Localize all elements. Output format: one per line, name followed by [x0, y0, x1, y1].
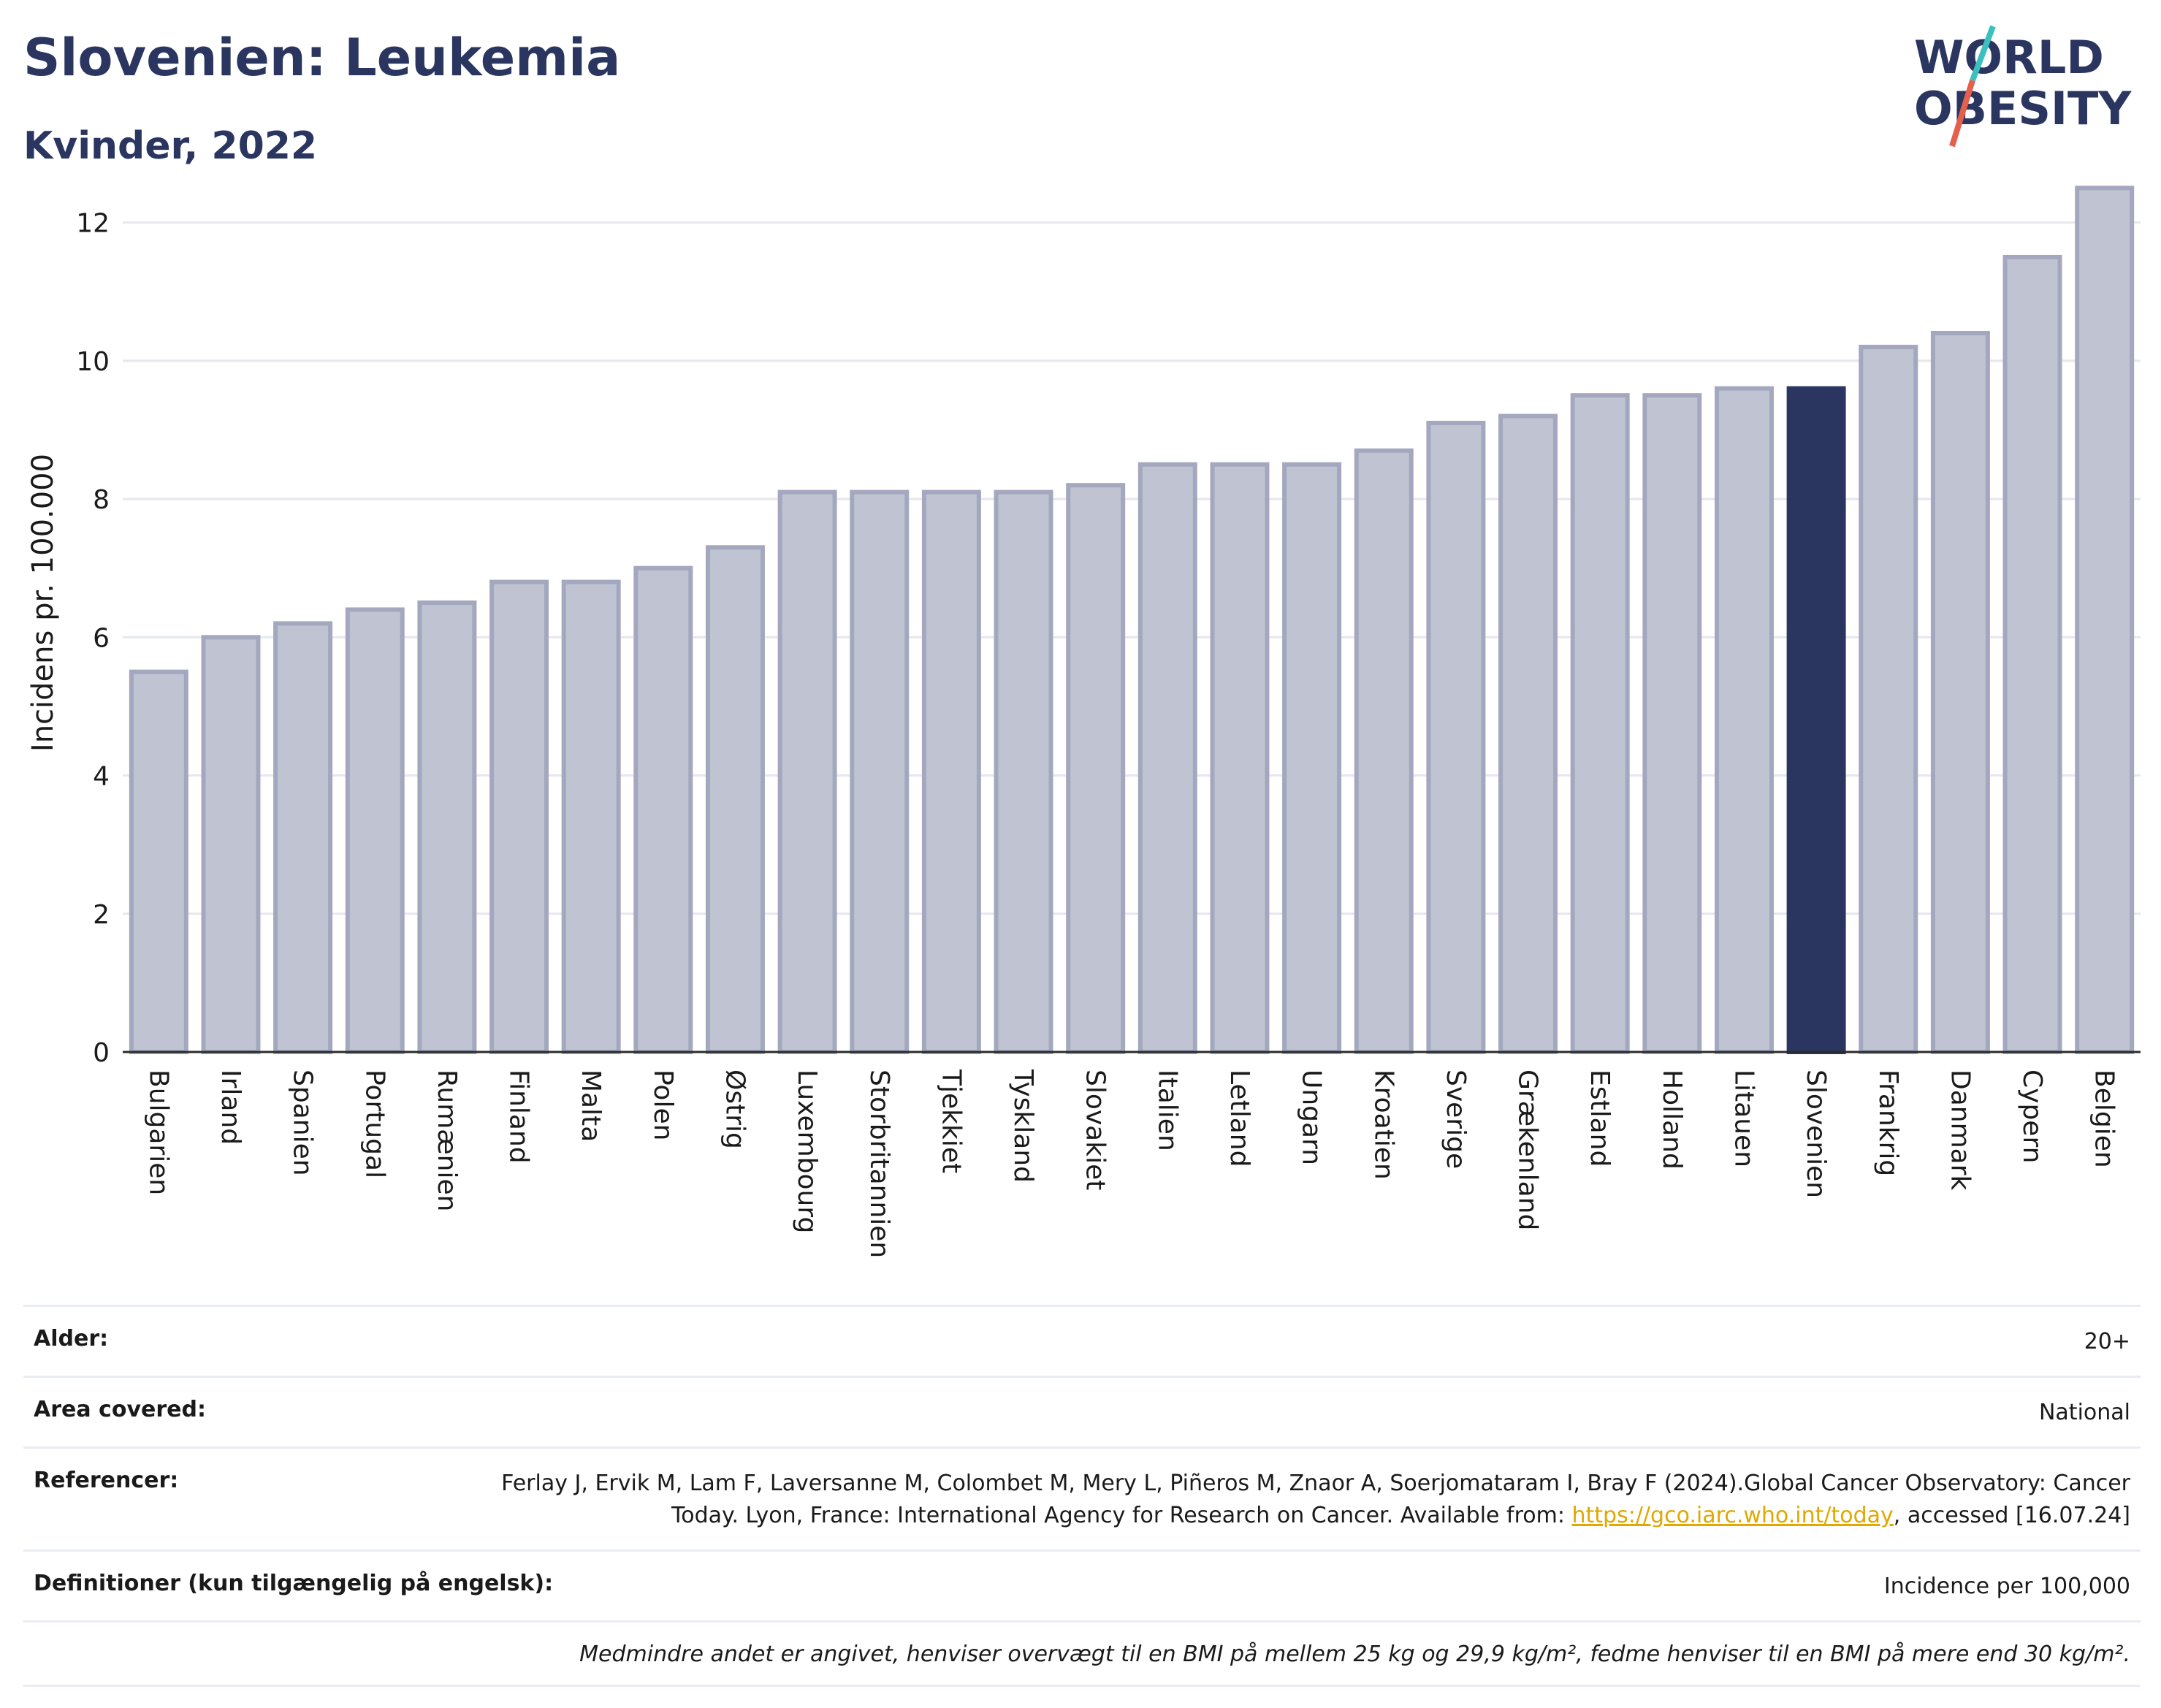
bar-storbritannien: [850, 489, 910, 1054]
references-link[interactable]: https://gco.iarc.who.int/today: [1571, 1503, 1894, 1528]
bar-irland: [201, 635, 261, 1054]
x-tick-label: Slovakiet: [1080, 1070, 1110, 1190]
bar-frankrig: [1859, 344, 1918, 1054]
bar-litauen: [1714, 386, 1774, 1054]
bar-ungarn: [1282, 462, 1342, 1054]
bar-finland: [489, 579, 549, 1054]
bar-holland: [1642, 393, 1702, 1054]
y-tick-label: 12: [76, 209, 110, 239]
y-tick-label: 2: [93, 900, 110, 930]
x-tick-label: Irland: [216, 1070, 245, 1145]
bar-portugal: [345, 607, 405, 1054]
x-tick-label: Holland: [1657, 1070, 1687, 1170]
chart-title: Slovenien: Leukemia: [23, 28, 621, 88]
world-obesity-logo: WORLD OBESITY: [1914, 25, 2132, 148]
bar-kroatien: [1354, 448, 1414, 1054]
x-tick-label: Tyskland: [1008, 1069, 1038, 1183]
area-value: National: [2038, 1400, 2130, 1425]
bar-malta: [561, 579, 621, 1054]
x-tick-label: Østrig: [720, 1070, 750, 1149]
bar-estland: [1570, 393, 1630, 1054]
bar-letland: [1210, 462, 1270, 1054]
info-row-note: Medmindre andet er angivet, henviser ove…: [23, 1620, 2141, 1687]
info-row-area: Area covered: National: [23, 1376, 2141, 1446]
info-row-definitions: Definitioner (kun tilgængelig på engelsk…: [23, 1549, 2141, 1620]
x-tick-label: Sverige: [1441, 1070, 1471, 1169]
x-tick-label: Portugal: [359, 1070, 389, 1178]
references-value: Ferlay J, Ervik M, Lam F, Laversanne M, …: [450, 1468, 2130, 1532]
y-axis-label: Incidens pr. 100.000: [26, 454, 60, 752]
bars: [129, 186, 2135, 1054]
bar-tjekkiet: [921, 489, 981, 1054]
y-tick-label: 6: [93, 623, 110, 653]
chart-subtitle: Kvinder, 2022: [23, 124, 318, 168]
bar-rumænien: [417, 601, 477, 1054]
x-tick-label: Frankrig: [1873, 1070, 1903, 1176]
bar-danmark: [1930, 331, 1990, 1054]
y-tick-labels: 0 2 4 6 8 10 12: [76, 209, 110, 1068]
bar-slovakiet: [1066, 483, 1126, 1054]
x-tick-label: Estland: [1585, 1070, 1615, 1167]
x-tick-label: Kroatien: [1368, 1070, 1398, 1180]
x-tick-label: Slovenien: [1801, 1070, 1831, 1198]
definitions-label: Definitioner (kun tilgængelig på engelsk…: [34, 1571, 554, 1596]
x-tick-label: Grækenland: [1513, 1070, 1543, 1230]
y-tick-label: 0: [93, 1038, 110, 1068]
bar-tyskland: [994, 489, 1053, 1054]
x-tick-labels: Bulgarien Irland Spanien Portugal Rumænien Fi…: [143, 1069, 2119, 1258]
x-tick-label: Danmark: [1945, 1070, 1975, 1191]
x-tick-label: Rumænien: [432, 1070, 462, 1211]
bar-slovenien: [1786, 386, 1846, 1054]
age-value: 20+: [2084, 1329, 2130, 1354]
y-tick-label: 8: [93, 485, 110, 515]
bar-belgien: [2075, 186, 2135, 1054]
x-tick-label: Spanien: [288, 1070, 318, 1176]
x-tick-label: Luxembourg: [792, 1070, 822, 1233]
logo-slash-top: [1970, 25, 1996, 82]
bar-italien: [1137, 462, 1197, 1054]
x-tick-label: Bulgarien: [143, 1070, 173, 1195]
references-label: Referencer:: [34, 1468, 179, 1493]
x-tick-label: Finland: [504, 1070, 534, 1164]
x-tick-label: Malta: [576, 1070, 606, 1142]
bar-østrig: [705, 545, 765, 1054]
bar-sverige: [1426, 421, 1486, 1054]
age-label: Alder:: [34, 1326, 109, 1351]
bar-luxembourg: [777, 489, 837, 1054]
logo-line2: OBESITY: [1914, 82, 2132, 135]
x-tick-label: Belgien: [2089, 1070, 2119, 1168]
logo-slash-bottom: [1949, 79, 1975, 148]
area-label: Area covered:: [34, 1397, 206, 1422]
x-tick-label: Polen: [648, 1070, 678, 1140]
x-tick-label: Letland: [1224, 1070, 1254, 1167]
info-row-references: Referencer: Ferlay J, Ervik M, Lam F, La…: [23, 1446, 2141, 1549]
y-tick-label: 4: [93, 762, 110, 792]
x-tick-label: Tjekkiet: [936, 1069, 966, 1173]
references-suffix: , accessed [16.07.24]: [1893, 1503, 2130, 1528]
references-text: Ferlay J, Ervik M, Lam F, Laversanne M, …: [501, 1471, 2130, 1528]
x-tick-label: Ungarn: [1297, 1070, 1327, 1165]
definitions-value: Incidence per 100,000: [1883, 1574, 2130, 1599]
info-row-age: Alder: 20+: [23, 1305, 2141, 1376]
bar-polen: [633, 565, 693, 1054]
bmi-note: Medmindre andet er angivet, henviser ove…: [579, 1642, 2130, 1667]
bar-grækenland: [1498, 413, 1558, 1054]
y-tick-label: 10: [76, 347, 110, 377]
x-tick-label: Litauen: [1729, 1070, 1758, 1167]
x-tick-label: Storbritannien: [864, 1070, 894, 1258]
bar-cypern: [2002, 254, 2062, 1054]
x-tick-label: Cypern: [2017, 1070, 2047, 1163]
x-tick-label: Italien: [1152, 1070, 1182, 1151]
logo-line1: WORLD: [1914, 31, 2104, 84]
bar-spanien: [273, 621, 333, 1054]
info-table: Alder: 20+ Area covered: National Refere…: [23, 1305, 2141, 1687]
bar-chart: 0 2 4 6 8 10 12 Bulgarien Irland Spanien Portugal…: [26, 186, 2141, 1258]
bar-bulgarien: [129, 669, 188, 1054]
